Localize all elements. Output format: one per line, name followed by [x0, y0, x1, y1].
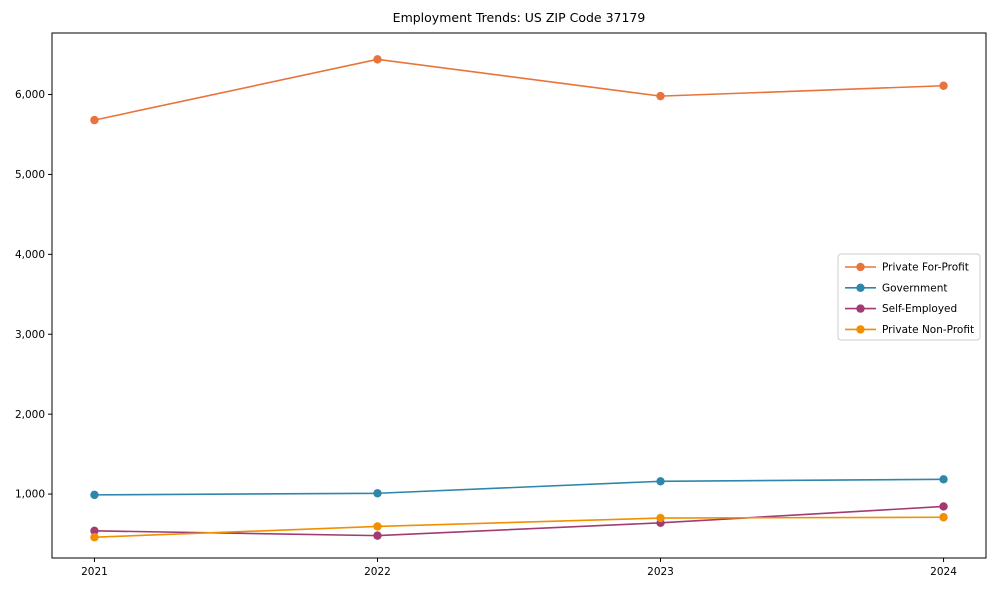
data-point	[656, 477, 665, 486]
legend-label: Private For-Profit	[882, 262, 969, 274]
series-group	[90, 55, 948, 542]
data-point	[373, 55, 382, 64]
legend-marker	[856, 283, 865, 292]
legend-label: Government	[882, 282, 947, 294]
x-tick-label: 2021	[81, 566, 108, 578]
data-point	[656, 91, 665, 101]
series-line	[94, 58, 944, 121]
data-point	[939, 502, 948, 511]
y-tick-label: 1,000	[15, 489, 45, 501]
legend-item: Self-Employed	[845, 303, 957, 315]
legend-item: Private Non-Profit	[845, 324, 974, 336]
data-point	[90, 115, 99, 125]
legend-frame	[837, 253, 981, 341]
series-line	[94, 505, 944, 537]
y-tick-label: 4,000	[15, 249, 45, 261]
data-point	[656, 513, 665, 523]
series-line	[94, 516, 944, 539]
legend-label: Self-Employed	[882, 303, 957, 315]
data-point	[90, 533, 99, 542]
x-tick-label: 2022	[364, 566, 391, 578]
y-tick-label: 6,000	[15, 89, 45, 101]
x-axis: 2021 2022 2023 2024	[81, 558, 957, 578]
y-tick-label: 5,000	[15, 169, 45, 181]
y-tick-label: 2,000	[15, 409, 45, 421]
data-point	[373, 531, 382, 540]
y-tick-label: 3,000	[15, 329, 45, 341]
data-point	[939, 475, 948, 484]
legend-marker	[856, 304, 865, 313]
chart-title: Employment Trends: US ZIP Code 37179	[393, 10, 646, 25]
x-tick-label: 2023	[647, 566, 674, 578]
plot-border	[51, 32, 987, 559]
legend-marker	[856, 325, 865, 334]
legend-marker	[856, 262, 865, 272]
y-axis: 1,000 2,000 3,000 4,000 5,000 6,000	[15, 89, 52, 501]
data-point	[939, 513, 948, 522]
legend: Private For-Profit Government Self-Employe…	[837, 253, 981, 341]
data-point	[939, 81, 948, 90]
data-point	[90, 526, 99, 536]
data-point	[373, 522, 382, 531]
data-point	[90, 490, 99, 500]
legend-label: Private Non-Profit	[882, 324, 974, 336]
x-tick-label: 2024	[930, 566, 957, 578]
data-point	[373, 489, 382, 498]
legend-item: Government	[845, 282, 947, 294]
legend-item: Private For-Profit	[845, 262, 969, 274]
series-line	[94, 478, 944, 496]
